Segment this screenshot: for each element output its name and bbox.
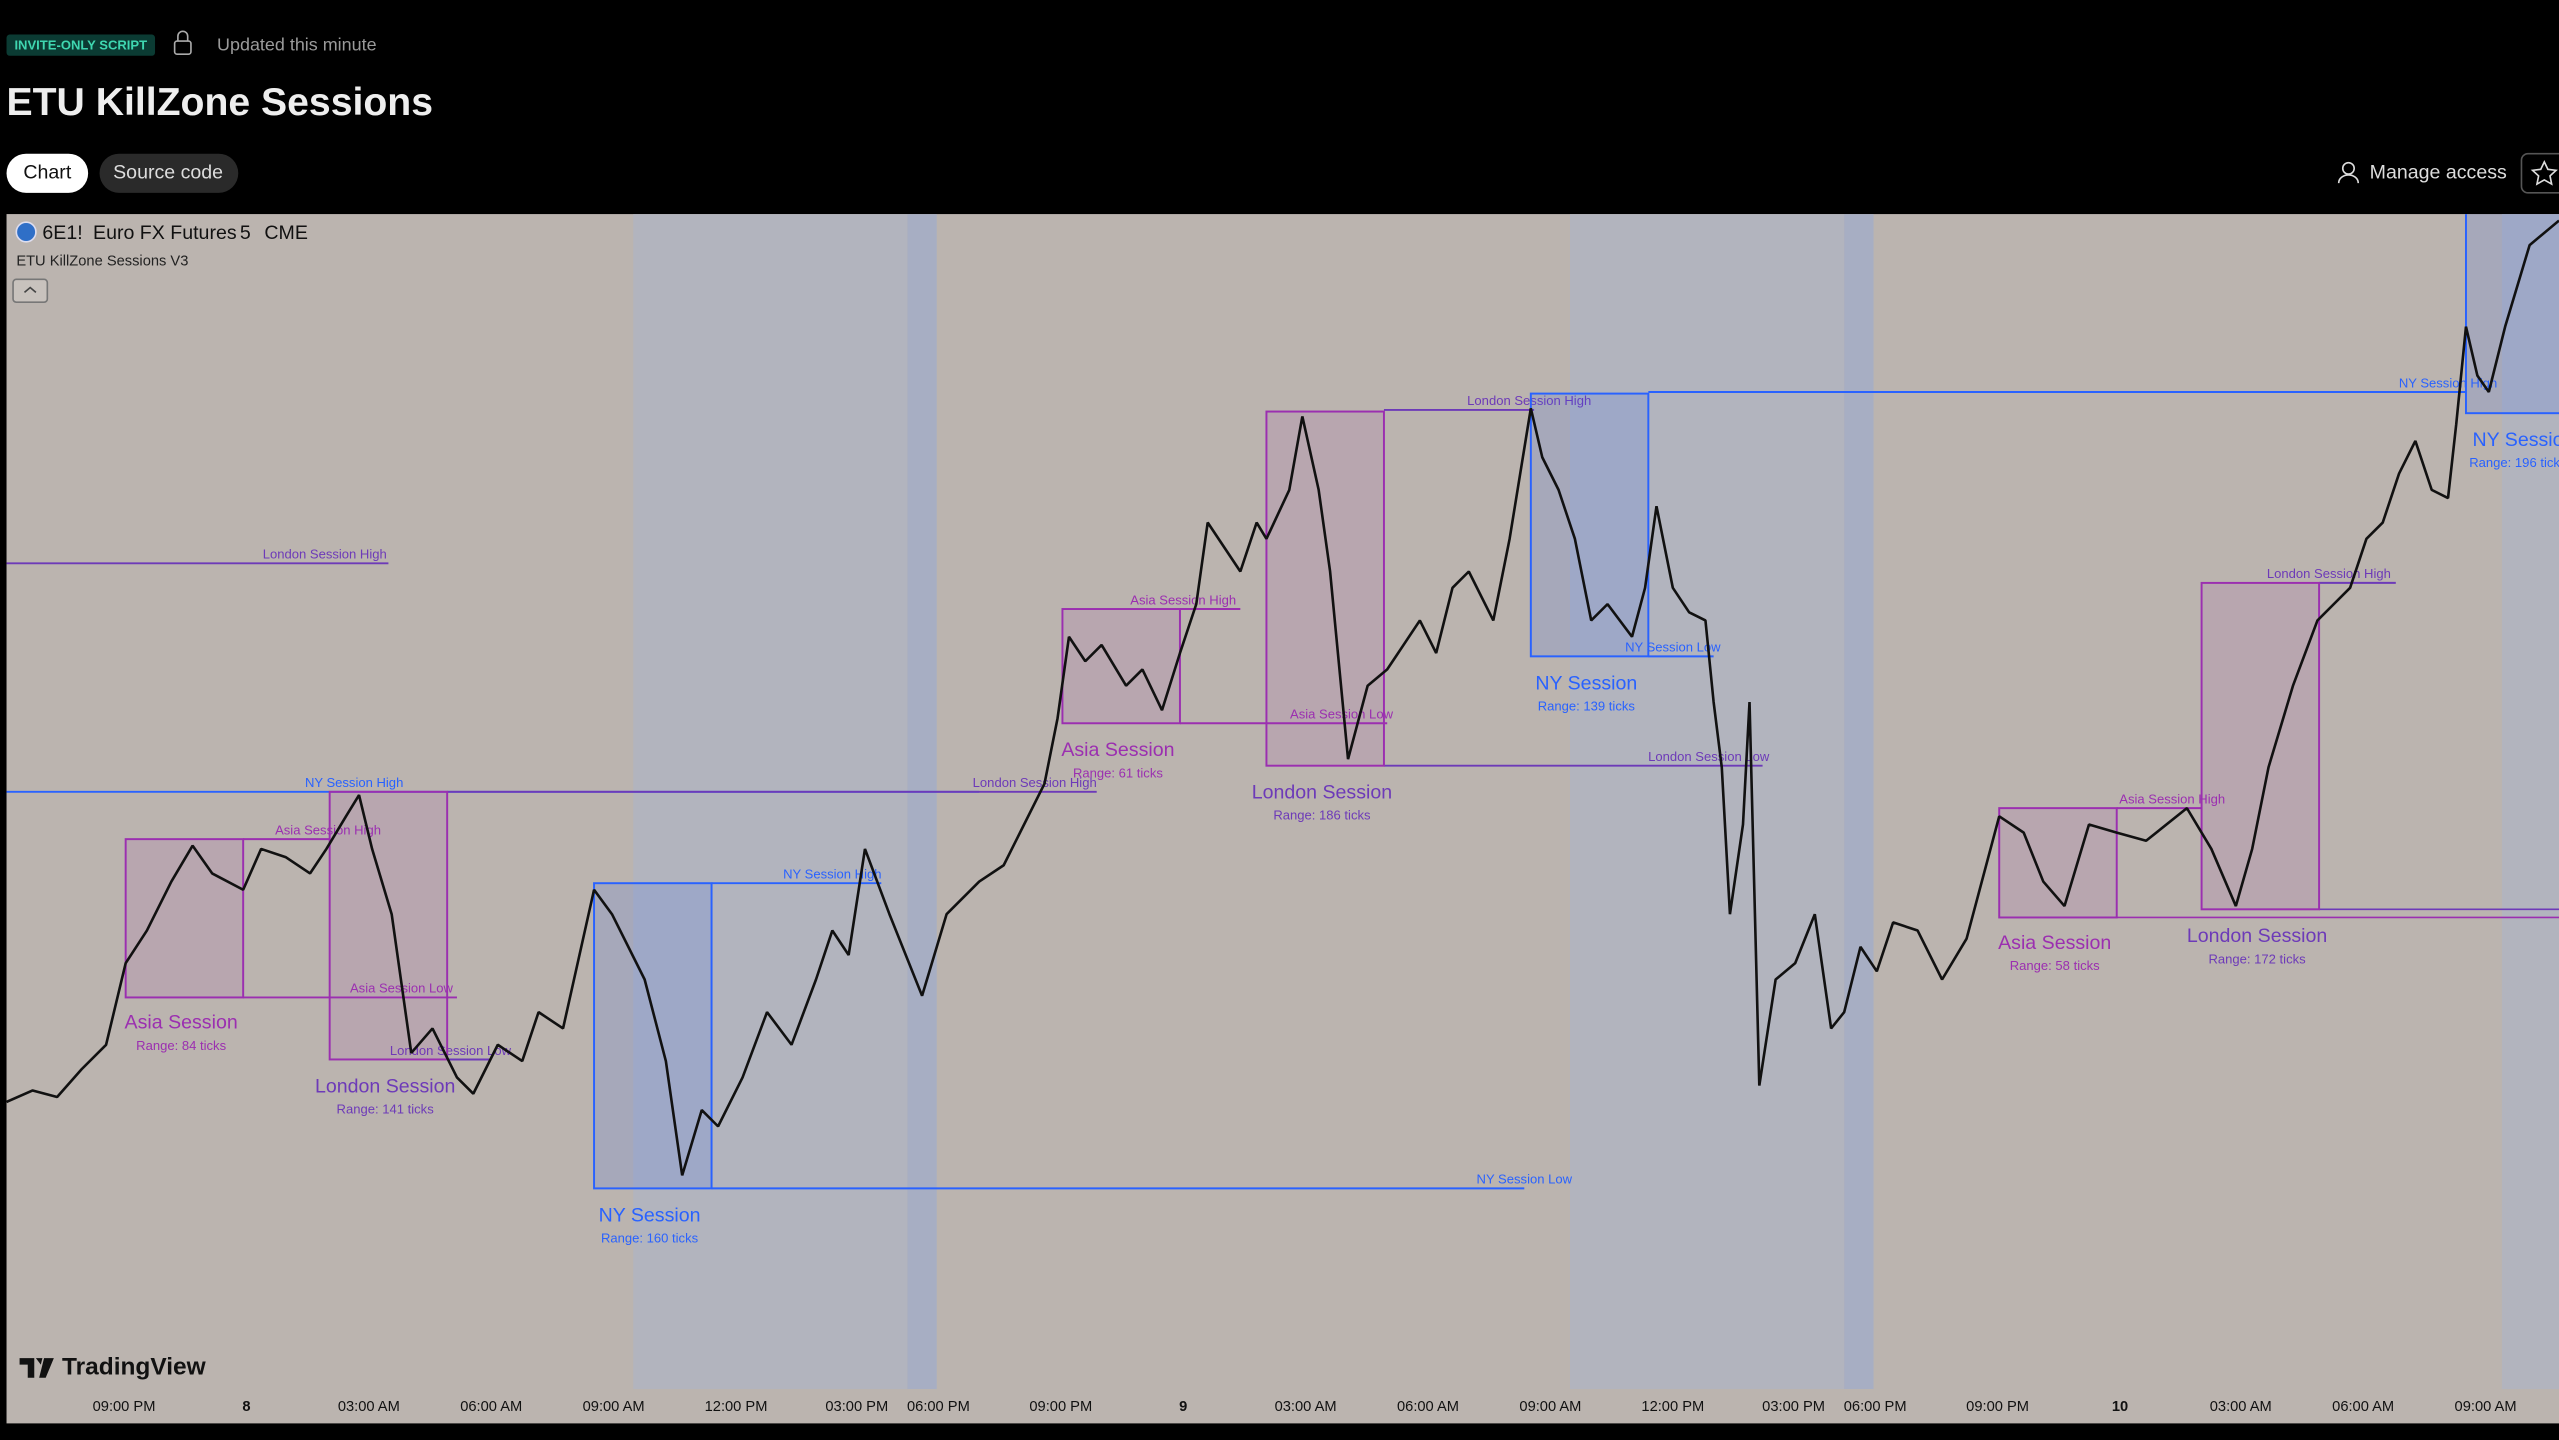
lock-icon [173,40,192,55]
lock-shackle [177,30,189,42]
badge: INVITE-ONLY SCRIPT [14,37,147,52]
level-label: London Session High [973,775,1097,790]
star-button[interactable] [2520,152,2559,194]
band [633,214,908,1390]
tab-label: Chart [23,161,71,183]
interval: 5 [240,222,251,244]
x-tick-label: 10 [2112,1399,2128,1415]
x-tick-label: 09:00 AM [583,1399,645,1415]
level-label: London Session Low [1648,749,1770,764]
level-label: NY Session High [2399,375,2497,390]
x-tick-label: 03:00 PM [1762,1399,1825,1415]
session-range: Range: 196 ticks [2469,455,2559,470]
x-tick-label: 06:00 PM [907,1399,970,1415]
session-name: NY Session [2473,429,2559,451]
x-tick-label: 9 [1179,1399,1187,1415]
level-label: Asia Session High [1130,592,1236,607]
band [1844,214,1874,1390]
session-box [1998,807,2118,919]
symbol-name: Euro FX Futures [93,222,237,244]
session-name: Asia Session [125,1012,238,1034]
chart-area [6,214,2559,1424]
session-box [2200,581,2321,911]
session-range: Range: 58 ticks [2010,958,2100,973]
session-name: London Session [315,1075,455,1097]
session-box [1265,410,1385,767]
level-label: NY Session High [783,866,881,881]
level-label: London Session High [2267,566,2391,581]
level-label: London Session High [263,547,387,562]
session-name: NY Session [1535,672,1637,694]
level-label: London Session High [1467,393,1591,408]
x-tick-label: 09:00 PM [93,1399,156,1415]
session-box [2464,214,2559,415]
updated: Updated this minute [217,35,377,55]
symbol-icon [15,221,37,243]
tab-chart[interactable] [6,153,89,193]
x-tick-label: 03:00 PM [825,1399,888,1415]
x-axis: 09:00 PM 8 03:00 AM 06:00 AM 09:00 AM 12:00 P… [93,1399,2517,1415]
x-tick-label: 09:00 PM [1029,1399,1092,1415]
collapse-button[interactable] [12,278,49,304]
session-name: Asia Session [1061,739,1174,761]
session-box [593,882,713,1190]
level-label: NY Session Low [1477,1172,1573,1187]
session-name: London Session [1252,782,1392,804]
badge-bg [6,34,156,56]
band [1569,214,1845,1390]
x-tick-label: 06:00 PM [1844,1399,1907,1415]
band [2501,214,2559,1390]
exchange: CME [264,222,308,244]
sessions-bg [633,214,2559,1390]
x-tick-label: 03:00 AM [338,1399,400,1415]
manage-access[interactable]: Manage access [2370,161,2507,183]
x-tick-label: 06:00 AM [2332,1399,2394,1415]
x-tick-label: 12:00 PM [1641,1399,1704,1415]
x-tick-label: 03:00 AM [1275,1399,1337,1415]
logo-icon [19,1358,54,1378]
level-label: Asia Session Low [1290,707,1394,722]
x-tick-label: 12:00 PM [705,1399,768,1415]
level-label: London Session Low [390,1043,512,1058]
level-label: Asia Session High [275,822,381,837]
user-icon-body [2337,174,2360,184]
session-box [124,838,245,999]
band [907,214,937,1390]
session-name: Asia Session [1998,932,2111,954]
level-label: NY Session High [305,775,403,790]
session-range: Range: 186 ticks [1273,808,1371,823]
symbol: 6E1! [42,222,82,244]
tab-label: Source code [113,161,223,183]
x-tick-label: 06:00 AM [1397,1399,1459,1415]
x-tick-label: 09:00 AM [1519,1399,1581,1415]
session-range: Range: 84 ticks [136,1038,226,1053]
x-tick-label: 8 [242,1399,250,1415]
indicator-name: ETU KillZone Sessions V3 [16,253,188,269]
x-tick-label: 06:00 AM [460,1399,522,1415]
star-icon [2530,159,2558,186]
session-name: London Session [2187,925,2327,947]
collapse-icon [23,286,37,294]
session-range: Range: 160 ticks [601,1230,699,1245]
x-tick-label: 03:00 AM [2210,1399,2272,1415]
price [6,219,2559,1176]
session-box [328,790,449,1061]
session-range: Range: 172 ticks [2208,951,2306,966]
tab-source[interactable] [99,153,239,193]
levels: London Session High NY Session High London… [6,375,2559,1190]
session-range: Range: 141 ticks [337,1102,435,1117]
logo: TradingView [62,1353,207,1380]
x-tick-label: 09:00 AM [2455,1399,2517,1415]
session-range: Range: 61 ticks [1073,765,1163,780]
session-name: NY Session [599,1204,701,1226]
session-range: Range: 139 ticks [1538,698,1636,713]
title: ETU KillZone Sessions [7,81,433,124]
level-label: Asia Session High [2119,791,2225,806]
x-tick-label: 09:00 PM [1966,1399,2029,1415]
